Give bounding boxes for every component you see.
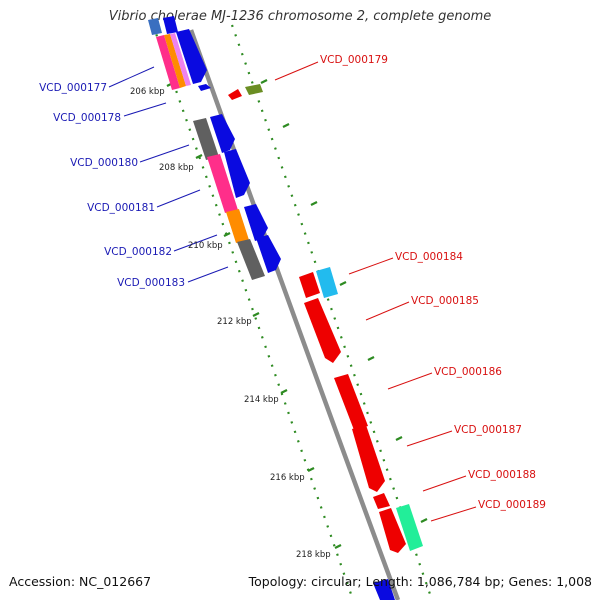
gene-label: VCD_000180 bbox=[70, 157, 138, 169]
tick-label-214: 214 kbp bbox=[244, 395, 279, 405]
genome-summary-text: Topology: circular; Length: 1,086,784 bp… bbox=[248, 574, 592, 589]
tick-labels: 206 kbp 208 kbp 210 kbp 212 kbp 214 kbp … bbox=[130, 87, 331, 560]
inner-dotted-track bbox=[151, 24, 355, 600]
accession-text: Accession: NC_012667 bbox=[9, 574, 152, 589]
cds-feature bbox=[352, 425, 385, 492]
reverse-gene-labels: VCD_000179 VCD_000184 VCD_000185 VCD_000… bbox=[320, 54, 546, 511]
tick-label-210: 210 kbp bbox=[188, 241, 223, 251]
cds-feature bbox=[334, 374, 368, 430]
cds-feature bbox=[299, 272, 320, 298]
gene-feature bbox=[193, 118, 219, 160]
gene-label: VCD_000184 bbox=[395, 251, 463, 263]
tick-label-208: 208 kbp bbox=[159, 163, 194, 173]
gene-label: VCD_000189 bbox=[478, 499, 546, 511]
forward-strand-features bbox=[148, 16, 395, 600]
cds-feature bbox=[244, 204, 268, 241]
gene-label: VCD_000186 bbox=[434, 366, 502, 378]
gene-label: VCD_000182 bbox=[104, 246, 172, 258]
reverse-callout-lines bbox=[274, 61, 477, 522]
gene-label: VCD_000178 bbox=[53, 112, 121, 124]
cds-feature bbox=[304, 298, 341, 363]
forward-gene-labels: VCD_000177 VCD_000178 VCD_000180 VCD_000… bbox=[39, 82, 185, 289]
tick-label-212: 212 kbp bbox=[217, 317, 252, 327]
gene-label: VCD_000185 bbox=[411, 295, 479, 307]
cds-feature bbox=[373, 579, 395, 600]
cds-feature bbox=[224, 149, 250, 198]
gene-label: VCD_000183 bbox=[117, 277, 185, 289]
gene-feature bbox=[245, 84, 263, 95]
cds-feature bbox=[373, 493, 390, 509]
gene-label: VCD_000181 bbox=[87, 202, 155, 214]
cds-feature bbox=[210, 114, 235, 153]
cds-feature bbox=[176, 29, 207, 84]
rna-feature bbox=[207, 154, 238, 213]
cds-feature bbox=[379, 508, 406, 553]
reverse-strand-features bbox=[228, 84, 423, 553]
tick-label-206: 206 kbp bbox=[130, 87, 165, 97]
rna-feature bbox=[226, 209, 249, 243]
tick-label-216: 216 kbp bbox=[270, 473, 305, 483]
rna-feature bbox=[316, 267, 338, 298]
rna-feature bbox=[164, 34, 186, 88]
forward-callout-lines bbox=[108, 66, 229, 283]
rna-feature bbox=[170, 33, 191, 86]
gene-label: VCD_000177 bbox=[39, 82, 107, 94]
gene-label: VCD_000187 bbox=[454, 424, 522, 436]
rna-feature bbox=[156, 35, 180, 90]
cds-feature bbox=[148, 18, 162, 35]
cds-feature bbox=[198, 84, 211, 91]
gene-label: VCD_000179 bbox=[320, 54, 388, 66]
tick-label-218: 218 kbp bbox=[296, 550, 331, 560]
map-title: Vibrio cholerae MJ-1236 chromosome 2, co… bbox=[108, 9, 492, 24]
reverse-strand-ticks bbox=[260, 79, 428, 523]
gene-feature bbox=[237, 239, 265, 280]
gene-label: VCD_000188 bbox=[468, 469, 536, 481]
chromosome-backbone bbox=[188, 29, 401, 600]
cds-feature bbox=[228, 89, 242, 100]
cds-feature bbox=[163, 16, 178, 34]
rna-feature bbox=[396, 504, 423, 551]
cds-feature bbox=[256, 235, 281, 273]
